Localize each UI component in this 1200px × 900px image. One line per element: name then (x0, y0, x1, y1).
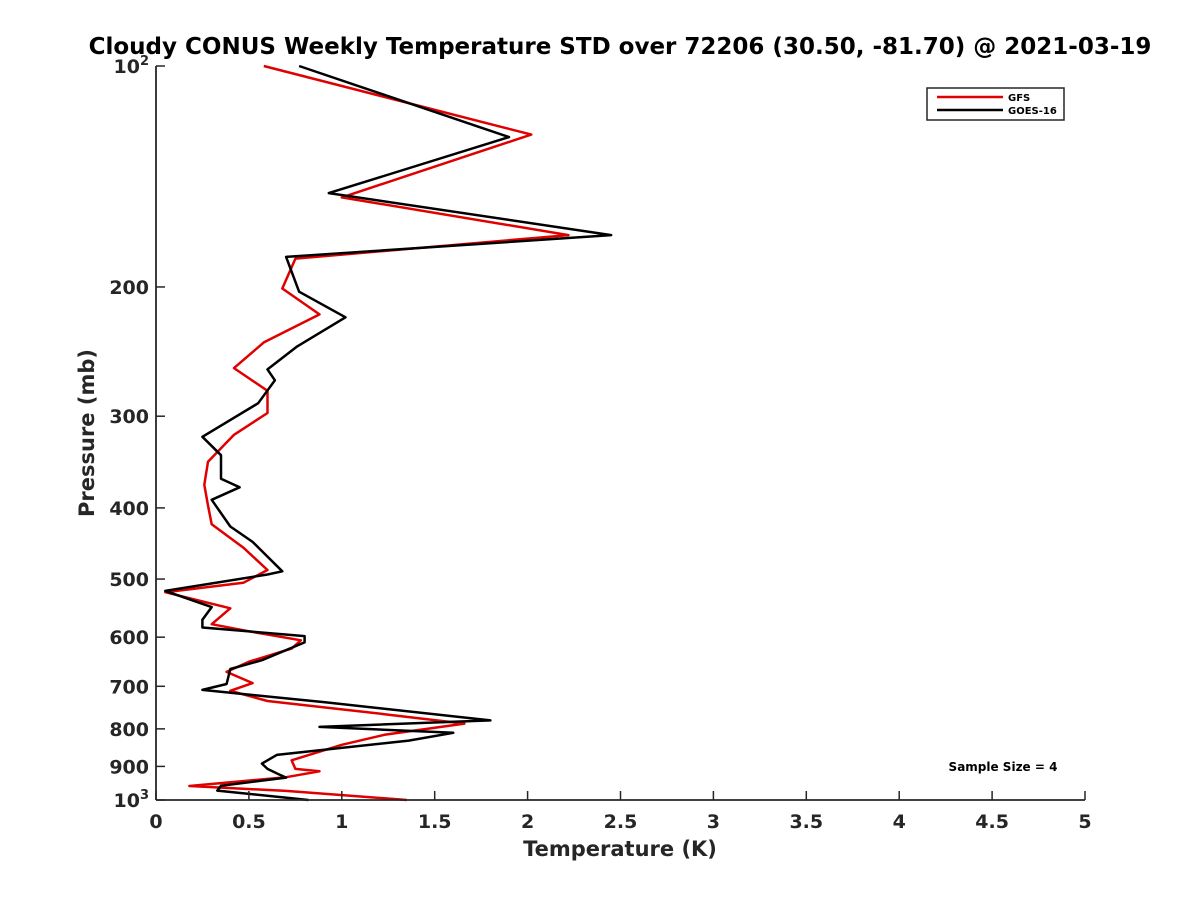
x-tick-label: 1 (335, 811, 348, 833)
y-tick-label: 600 (109, 627, 149, 649)
goes-16-series-line (164, 64, 613, 802)
y-axis-ticks: 102 200 300 400 500 600 700 800 900 103 (109, 54, 165, 812)
x-tick-label: 2 (521, 811, 534, 833)
legend: GFS GOES-16 (926, 87, 1065, 121)
legend-gfs-label: GFS (1008, 93, 1030, 104)
y-tick-label: 300 (109, 406, 149, 428)
x-tick-label: 4 (893, 811, 906, 833)
x-tick-label: 4.5 (975, 811, 1009, 833)
x-axis-label: Temperature (K) (523, 837, 717, 861)
y-tick-label: 900 (109, 756, 149, 778)
y-axis-label: Pressure (mb) (75, 349, 99, 517)
x-tick-label: 5 (1078, 811, 1091, 833)
legend-box (926, 87, 1065, 121)
legend-goes-16-label: GOES-16 (1008, 106, 1057, 117)
x-axis-ticks: 0 0.5 1 1.5 2 2.5 3 3.5 4 4.5 5 (149, 791, 1092, 833)
x-tick-label: 3 (707, 811, 720, 833)
x-tick-label: 1.5 (418, 811, 452, 833)
gfs-series-line (164, 64, 570, 802)
y-tick-label: 400 (109, 498, 149, 520)
x-tick-label: 0 (149, 811, 162, 833)
x-tick-label: 0.5 (232, 811, 266, 833)
sample-size-annotation: Sample Size = 4 (949, 760, 1058, 774)
y-tick-label: 700 (109, 676, 149, 698)
y-tick-label: 500 (109, 569, 149, 591)
y-tick-label: 103 (114, 788, 150, 812)
y-tick-label: 800 (109, 719, 149, 741)
plot-area (164, 64, 613, 802)
x-tick-label: 2.5 (604, 811, 638, 833)
y-tick-label: 200 (109, 277, 149, 299)
x-tick-label: 3.5 (789, 811, 823, 833)
y-tick-label: 102 (114, 54, 150, 78)
chart-title: Cloudy CONUS Weekly Temperature STD over… (89, 34, 1152, 60)
